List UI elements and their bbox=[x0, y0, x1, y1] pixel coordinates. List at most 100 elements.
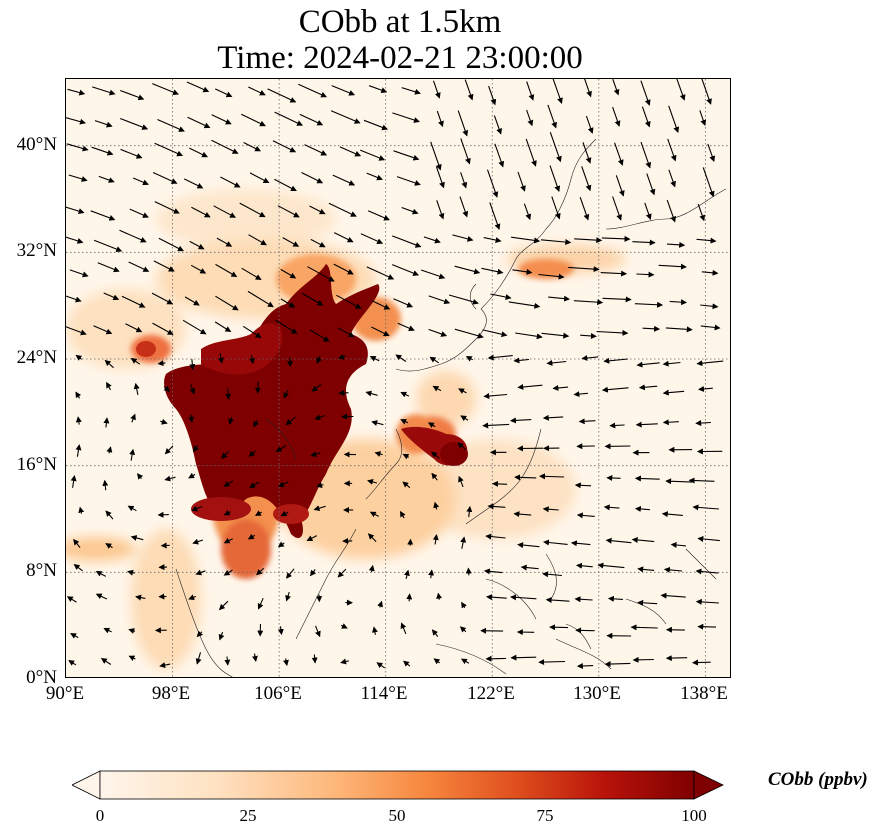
wind-arrow bbox=[90, 210, 116, 221]
wind-arrow bbox=[662, 389, 685, 396]
wind-arrow bbox=[337, 327, 355, 338]
wind-arrow bbox=[330, 110, 361, 124]
wind-arrow bbox=[401, 87, 421, 95]
wind-arrow bbox=[313, 505, 326, 512]
wind-arrow bbox=[576, 562, 593, 569]
wind-arrow bbox=[568, 266, 600, 273]
wind-arrow bbox=[73, 538, 81, 548]
wind-arrow bbox=[225, 388, 232, 400]
wind-arrow bbox=[580, 332, 597, 339]
wind-arrow bbox=[135, 594, 146, 601]
wind-arrow bbox=[152, 83, 179, 95]
wind-arrow bbox=[182, 319, 207, 335]
wind-arrow bbox=[638, 384, 658, 391]
wind-arrow bbox=[573, 391, 588, 398]
wind-arrow bbox=[540, 239, 572, 246]
wind-arrow bbox=[277, 626, 284, 636]
wind-arrow bbox=[632, 239, 656, 246]
wind-arrow bbox=[164, 475, 176, 482]
wind-arrow bbox=[223, 480, 234, 487]
wind-arrow bbox=[340, 623, 348, 629]
wind-arrow bbox=[634, 301, 664, 308]
wind-arrow bbox=[663, 566, 683, 573]
wind-arrow bbox=[307, 266, 335, 282]
wind-arrow bbox=[274, 178, 297, 192]
wind-arrow bbox=[490, 293, 512, 300]
wind-arrow bbox=[221, 451, 230, 459]
wind-arrow bbox=[130, 535, 144, 541]
wind-arrow bbox=[482, 329, 508, 338]
wind-arrow bbox=[510, 594, 537, 601]
wind-arrow bbox=[604, 661, 631, 668]
wind-arrow bbox=[612, 79, 620, 96]
wind-arrow bbox=[66, 143, 89, 152]
wind-arrow bbox=[579, 197, 590, 221]
wind-arrow bbox=[428, 569, 435, 579]
wind-arrow bbox=[159, 662, 171, 669]
wind-arrow bbox=[607, 595, 623, 602]
wind-arrow bbox=[662, 419, 679, 426]
wind-arrow bbox=[214, 321, 232, 333]
wind-arrow bbox=[216, 237, 233, 247]
wind-arrow bbox=[285, 416, 296, 426]
wind-arrow bbox=[102, 479, 109, 491]
wind-arrow bbox=[120, 148, 143, 159]
wind-arrow bbox=[676, 79, 686, 101]
wind-arrow bbox=[431, 472, 438, 481]
wind-arrow bbox=[513, 511, 532, 518]
wind-arrow bbox=[432, 385, 442, 392]
map-title: CObb at 1.5km bbox=[298, 4, 502, 40]
wind-arrow bbox=[243, 142, 261, 152]
wind-arrow bbox=[460, 658, 470, 665]
wind-arrow bbox=[154, 201, 180, 214]
wind-arrow bbox=[218, 600, 229, 611]
wind-arrow bbox=[494, 143, 505, 168]
wind-arrow bbox=[433, 658, 441, 665]
colorbar-label: CObb (ppbv) bbox=[768, 769, 868, 790]
wind-arrow bbox=[551, 196, 561, 220]
wind-arrow bbox=[249, 172, 270, 184]
wind-arrow bbox=[485, 655, 507, 662]
wind-arrow bbox=[371, 420, 384, 426]
wind-arrow bbox=[393, 298, 414, 308]
wind-arrow bbox=[489, 202, 501, 231]
wind-arrow bbox=[363, 119, 389, 131]
wind-arrow bbox=[366, 172, 383, 181]
wind-arrow bbox=[129, 208, 149, 218]
wind-arrow bbox=[283, 389, 290, 399]
wind-arrow bbox=[215, 295, 239, 311]
wind-arrow bbox=[448, 294, 479, 305]
wind-arrow bbox=[483, 392, 508, 399]
wind-arrow bbox=[423, 236, 441, 244]
wind-arrow bbox=[275, 445, 287, 453]
wind-arrow bbox=[188, 594, 196, 601]
wind-arrow bbox=[218, 353, 224, 364]
wind-arrow bbox=[249, 354, 256, 365]
wind-arrow bbox=[538, 659, 566, 666]
wind-arrow bbox=[512, 268, 533, 275]
wind-arrow bbox=[93, 239, 123, 252]
wind-arrow bbox=[573, 299, 604, 306]
wind-arrow bbox=[523, 203, 532, 221]
wind-arrow bbox=[600, 270, 628, 277]
wind-arrow bbox=[103, 417, 110, 428]
wind-arrow bbox=[508, 301, 541, 309]
colorbar-tick-50: 50 bbox=[388, 806, 406, 825]
wind-arrow bbox=[644, 202, 652, 220]
wind-arrow bbox=[377, 600, 383, 608]
wind-arrow bbox=[393, 150, 420, 161]
wind-arrow bbox=[701, 269, 719, 276]
wind-arrow bbox=[184, 296, 200, 306]
wind-arrow bbox=[464, 79, 474, 101]
wind-arrow bbox=[280, 510, 289, 517]
lat-tick-32: 32°N bbox=[16, 240, 57, 261]
wind-arrow bbox=[543, 539, 568, 546]
colorbar bbox=[71, 770, 724, 800]
wind-arrow bbox=[517, 542, 540, 549]
wind-arrow bbox=[304, 144, 328, 156]
wind-arrow bbox=[635, 421, 658, 428]
wind-arrow bbox=[164, 445, 174, 455]
lat-tick-8: 8°N bbox=[26, 560, 57, 581]
wind-arrow bbox=[376, 662, 386, 669]
wind-arrow bbox=[615, 175, 625, 197]
